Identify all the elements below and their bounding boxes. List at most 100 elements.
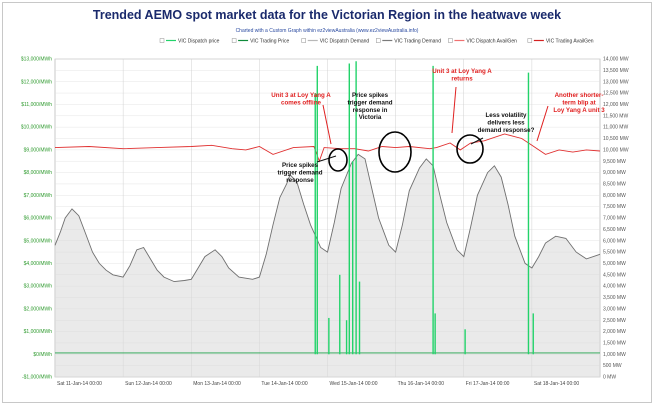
- annotation-arrow: [536, 105, 549, 142]
- annotation-arrow: [322, 104, 332, 145]
- x-tick-label: Tue 14-Jan-14 00:00: [261, 381, 307, 387]
- annotation-arrow: [451, 86, 457, 134]
- y-left-tick-label: $12,000/MWh: [21, 79, 52, 85]
- y-right-tick-label: 9,000 MW: [603, 170, 626, 176]
- legend-label: VIC Trading AvailGen: [546, 38, 594, 44]
- legend-checkbox: [527, 38, 533, 43]
- y-right-tick-label: 3,000 MW: [603, 306, 626, 312]
- x-tick-label: Thu 16-Jan-14 00:00: [398, 381, 445, 387]
- annotation-text: Price spikes: [282, 162, 319, 169]
- y-right-tick-label: 13,000 MW: [603, 79, 629, 85]
- y-right-tick-label: 8,500 MW: [603, 182, 626, 188]
- legend-checkbox: [376, 38, 381, 43]
- left-axis: $13,000/MWh $12,000/MWh $11,000/MWh $10,000…: [21, 57, 52, 381]
- chart-legend: VIC Dispatch price VIC Trading Price VIC D…: [159, 38, 594, 44]
- y-right-tick-label: 4,000 MW: [603, 284, 626, 290]
- y-right-tick-label: 7,500 MW: [603, 204, 626, 210]
- y-left-tick-label: $3,000/MWh: [24, 284, 53, 290]
- annotation-text: Unit 3 at Loy Yang A: [432, 68, 492, 75]
- y-right-tick-label: 13,500 MW: [603, 68, 629, 74]
- annotation-text: trigger demand: [347, 99, 392, 106]
- x-tick-label: Sun 12-Jan-14 00:00: [125, 381, 172, 387]
- y-left-tick-label: -$1,000/MWh: [22, 375, 52, 381]
- y-right-tick-label: 7,000 MW: [603, 216, 626, 222]
- annotation-text: response: [286, 177, 314, 184]
- y-right-tick-label: 14,000 MW: [603, 57, 629, 63]
- annotation-arrow: [470, 137, 484, 145]
- legend-checkbox: [159, 38, 165, 43]
- x-tick-label: Sat 11-Jan-14 00:00: [57, 381, 102, 387]
- legend-label: VIC Dispatch Demand: [320, 38, 370, 44]
- y-right-tick-label: 2,000 MW: [603, 329, 626, 335]
- y-left-tick-label: $0/MWh: [33, 352, 52, 358]
- y-right-tick-label: 10,000 MW: [603, 147, 629, 153]
- chart-subtitle: Charted with a Custom Graph within ez2vi…: [235, 28, 419, 34]
- y-right-tick-label: 5,500 MW: [603, 250, 626, 256]
- y-left-tick-label: $4,000/MWh: [24, 261, 53, 267]
- y-right-tick-label: 6,000 MW: [603, 238, 626, 244]
- y-right-tick-label: 1,000 MW: [603, 352, 626, 358]
- legend-label: VIC Trading Demand: [394, 38, 441, 44]
- annotation-text: Less volatility: [486, 112, 527, 119]
- x-tick-label: Sat 18-Jan-14 00:00: [534, 381, 580, 387]
- annotation-text: delivers less: [487, 119, 525, 126]
- annotation-text: Price spikes: [352, 92, 389, 99]
- legend-label: VIC Dispatch AvailGen: [466, 38, 517, 44]
- y-left-tick-label: $1,000/MWh: [24, 329, 53, 335]
- legend-label: VIC Dispatch price: [178, 38, 220, 44]
- y-left-tick-label: $9,000/MWh: [24, 147, 53, 153]
- annotation-text: Unit 3 at Loy Yang A: [271, 92, 331, 99]
- y-right-tick-label: 1,500 MW: [603, 341, 626, 347]
- y-right-tick-label: 2,500 MW: [603, 318, 626, 324]
- price-series: [55, 61, 600, 355]
- legend-checkbox: [448, 38, 453, 43]
- annotation-arrow: [316, 155, 337, 163]
- right-axis: 14,000 MW 13,500 MW 13,000 MW 12,500 MW 12,0…: [603, 57, 629, 381]
- y-right-tick-label: 12,000 MW: [603, 102, 629, 108]
- chart-title: Trended AEMO spot market data for the Vi…: [92, 8, 562, 22]
- annotation-text: trigger demand: [277, 169, 322, 176]
- annotation-text: response in: [353, 107, 388, 114]
- y-right-tick-label: 5,000 MW: [603, 261, 626, 267]
- y-left-tick-label: $5,000/MWh: [24, 238, 53, 244]
- y-left-tick-label: $10,000/MWh: [21, 125, 52, 131]
- y-left-tick-label: $13,000/MWh: [21, 57, 52, 63]
- y-right-tick-label: 8,000 MW: [603, 193, 626, 199]
- annotation-text: Another shorter-: [555, 92, 604, 99]
- legend-checkbox: [231, 38, 237, 43]
- availgen-series: [54, 133, 601, 163]
- x-tick-label: Fri 17-Jan-14 00:00: [466, 381, 510, 387]
- annotation-text: term blip at: [562, 99, 595, 106]
- y-left-tick-label: $6,000/MWh: [24, 216, 53, 222]
- y-right-tick-label: 500 MW: [603, 363, 622, 369]
- y-left-tick-label: $8,000/MWh: [24, 170, 53, 176]
- annotation-text: comes offline: [281, 99, 321, 106]
- y-right-tick-label: 3,500 MW: [603, 295, 626, 301]
- y-right-tick-label: 6,500 MW: [603, 227, 626, 233]
- demand-area: [55, 154, 600, 377]
- y-left-tick-label: $7,000/MWh: [24, 193, 53, 199]
- highlight-circle: [328, 148, 348, 172]
- annotation-text: Victoria: [359, 114, 382, 121]
- y-right-tick-label: 9,500 MW: [603, 159, 626, 165]
- y-right-tick-label: 4,500 MW: [603, 272, 626, 278]
- y-left-tick-label: $11,000/MWh: [21, 102, 52, 108]
- annotation-text: demand response?: [478, 127, 535, 134]
- legend-label: VIC Trading Price: [250, 38, 289, 44]
- x-tick-label: Wed 15-Jan-14 00:00: [330, 381, 378, 387]
- y-right-tick-label: 12,500 MW: [603, 91, 629, 97]
- y-right-tick-label: 11,500 MW: [603, 113, 628, 119]
- annotation-text: returns: [451, 75, 473, 82]
- legend-checkbox: [301, 38, 306, 43]
- y-right-tick-label: 10,500 MW: [603, 136, 629, 142]
- highlight-circle: [378, 131, 412, 173]
- x-tick-label: Mon 13-Jan-14 00:00: [193, 381, 241, 387]
- y-left-tick-label: $2,000/MWh: [24, 306, 53, 312]
- y-right-tick-label: 11,000 MW: [603, 125, 628, 131]
- x-axis: Sat 11-Jan-14 00:00 Sun 12-Jan-14 00:00 Mo…: [57, 381, 579, 387]
- availgen-line: [54, 133, 601, 163]
- y-right-tick-label: 0 MW: [603, 375, 616, 381]
- highlight-circle: [456, 134, 484, 164]
